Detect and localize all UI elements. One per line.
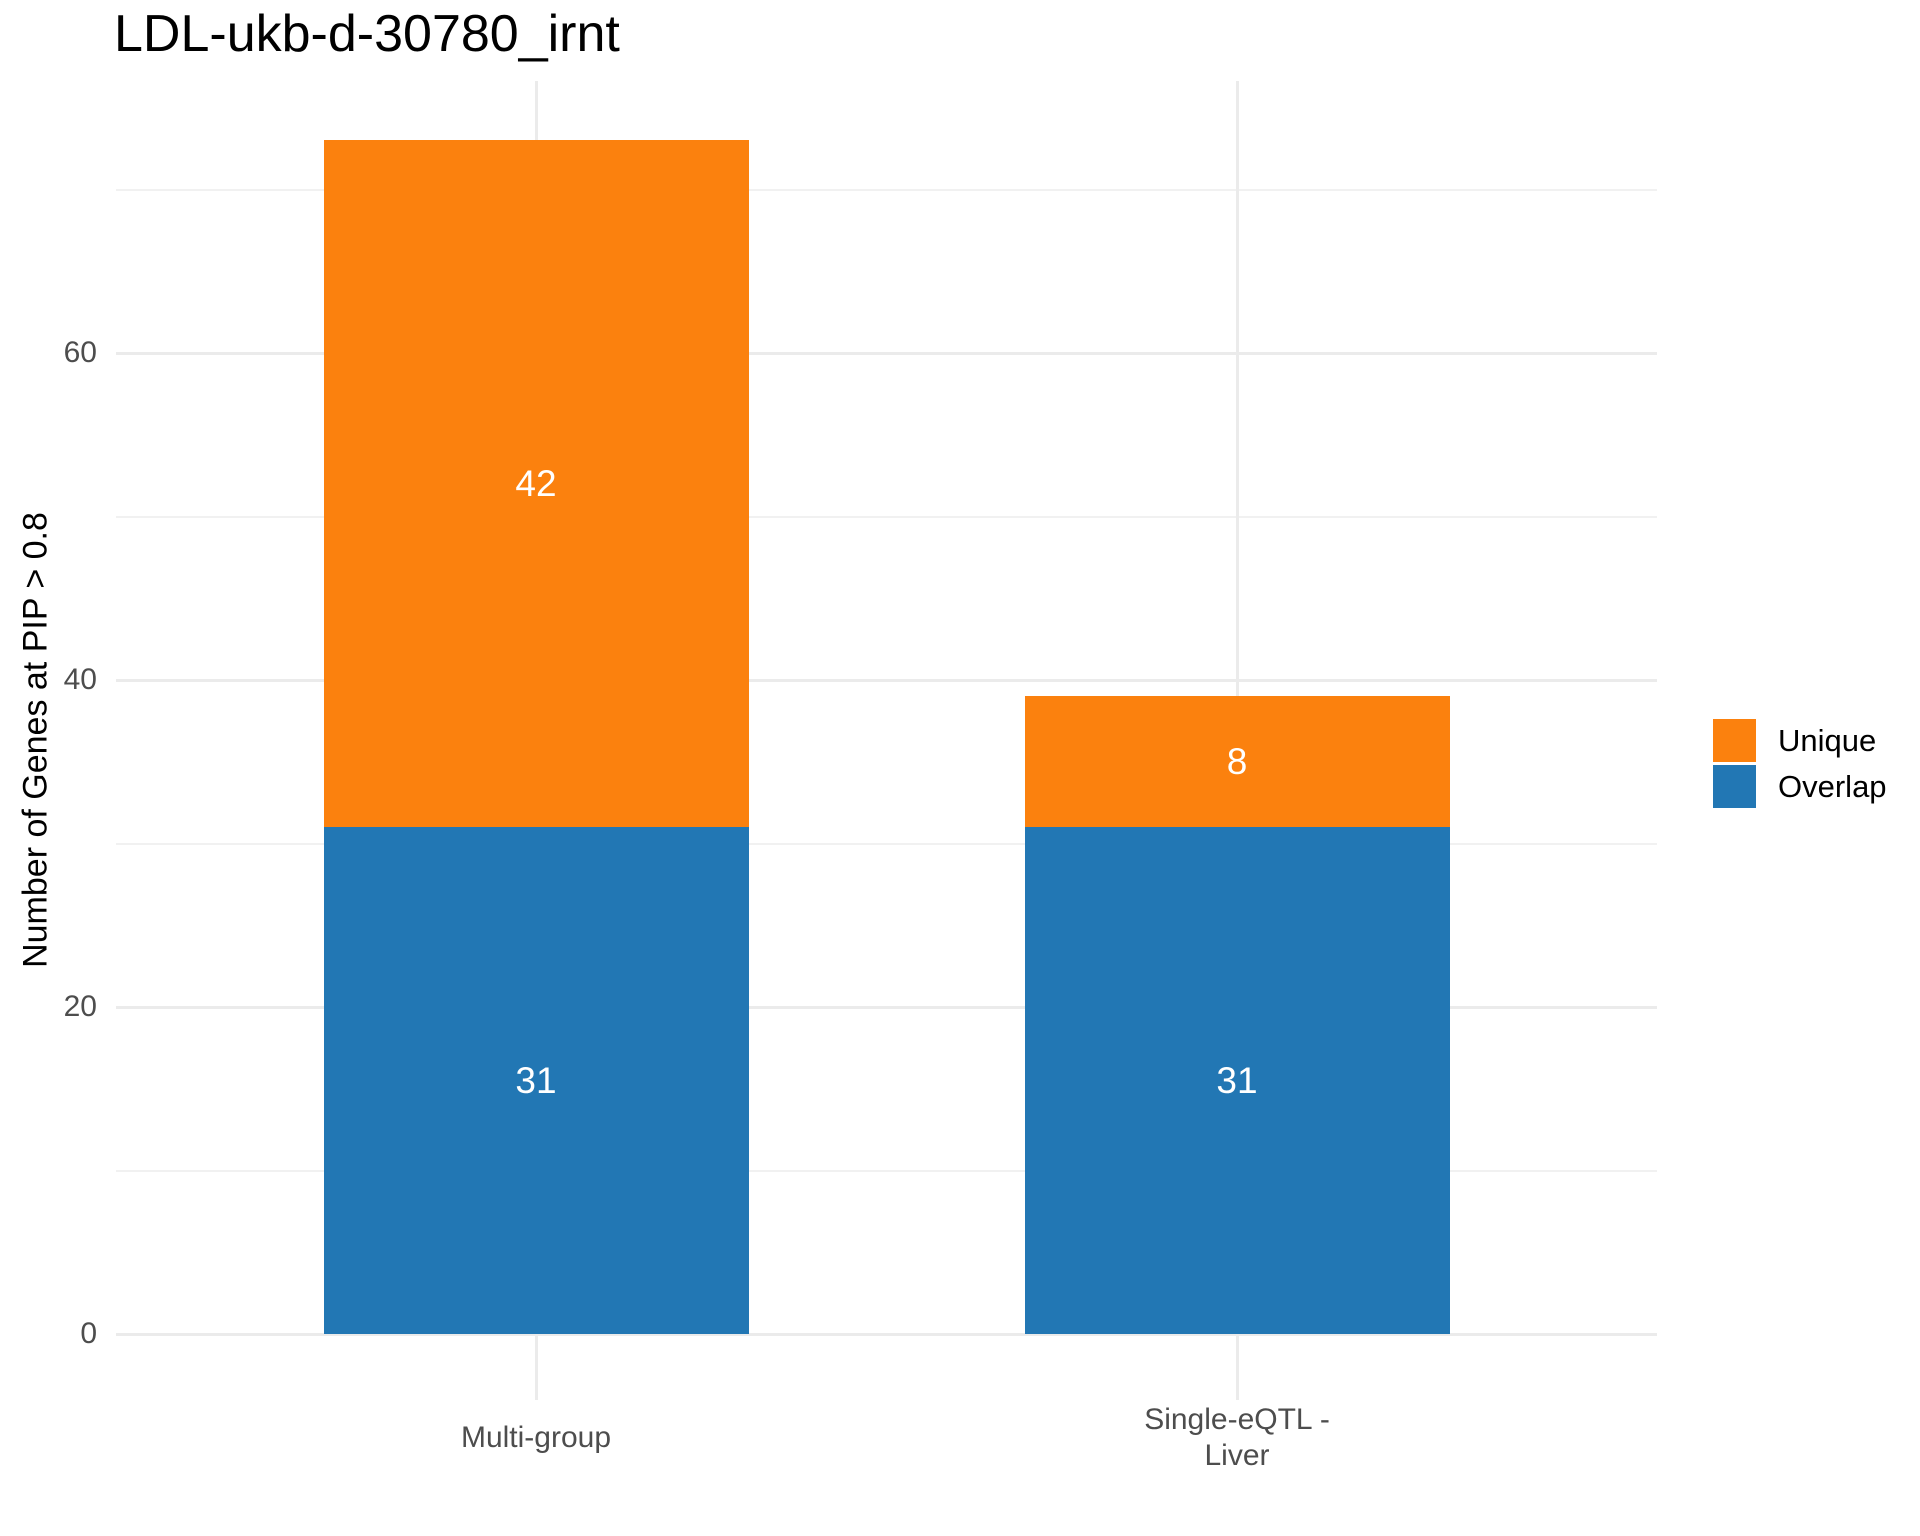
y-axis-title: Number of Genes at PIP > 0.8 <box>16 512 55 968</box>
x-tick-label-1: Multi-group <box>460 1421 612 1454</box>
bar-segment-overlap-1: 31 <box>323 827 749 1334</box>
bar-segment-overlap-2: 31 <box>1024 827 1450 1334</box>
y-tick-label-40: 40 <box>63 663 97 696</box>
gridline-minor-y50 <box>116 515 1657 518</box>
y-tick-label-20: 20 <box>63 990 97 1023</box>
legend-item-overlap: Overlap <box>1713 765 1887 808</box>
gridline-minor-y30 <box>116 842 1657 845</box>
legend: Unique Overlap <box>1713 719 1887 808</box>
gridline-major-y0 <box>116 1332 1657 1336</box>
legend-item-unique: Unique <box>1713 719 1887 762</box>
bar-value-label: 31 <box>1216 1060 1258 1102</box>
gridline-major-y40 <box>116 678 1657 682</box>
bar-segment-unique-2: 8 <box>1024 696 1450 828</box>
bar-value-label: 8 <box>1226 741 1248 783</box>
legend-label-unique: Unique <box>1778 722 1877 758</box>
chart-title: LDL-ukb-d-30780_irnt <box>114 5 620 63</box>
gridline-major-y60 <box>116 351 1657 355</box>
legend-swatch-unique <box>1713 719 1756 762</box>
legend-swatch-overlap <box>1713 765 1756 808</box>
y-tick-label-0: 0 <box>80 1317 97 1350</box>
gridline-minor-y10 <box>116 1169 1657 1172</box>
bar-segment-unique-1: 42 <box>323 140 749 828</box>
bar-value-label: 42 <box>515 463 557 505</box>
plot-panel: 31 42 31 8 <box>116 81 1657 1400</box>
gridline-minor-y70 <box>116 188 1657 191</box>
x-tick-label-2: Single-eQTL - Liver <box>1144 1403 1330 1472</box>
y-tick-label-60: 60 <box>63 336 97 369</box>
bar-value-label: 31 <box>515 1060 557 1102</box>
gridline-major-y20 <box>116 1005 1657 1009</box>
legend-label-overlap: Overlap <box>1778 768 1887 804</box>
